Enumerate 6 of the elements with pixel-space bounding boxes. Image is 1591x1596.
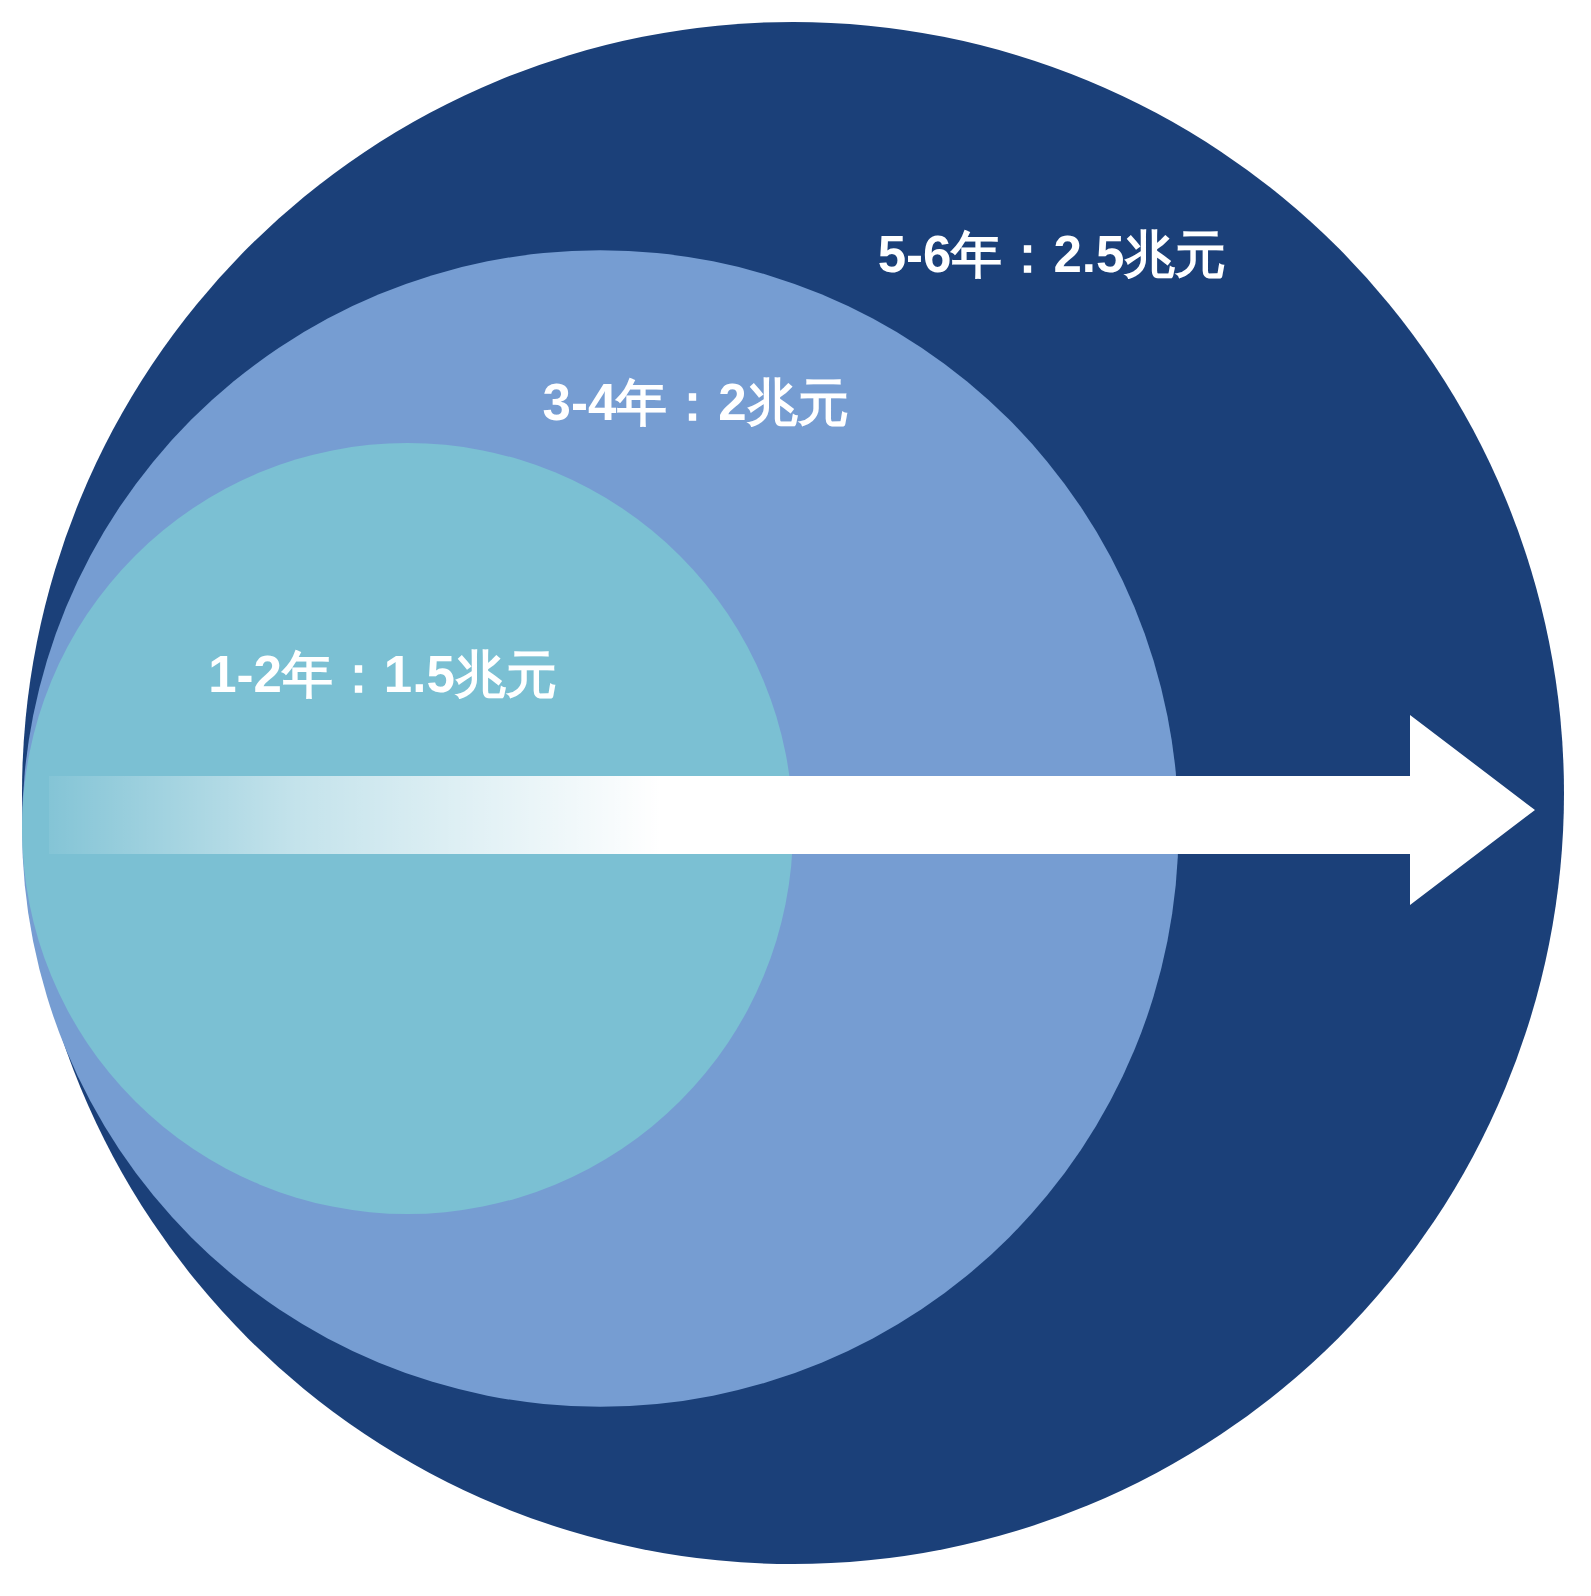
data-label: ：2.5兆元 — [1002, 225, 1227, 283]
data-label: ：2兆元 — [667, 374, 849, 432]
category-label: 1-2年 — [208, 645, 333, 703]
category-label: 5-6年 — [877, 225, 1003, 283]
category-label: 3-4年 — [542, 374, 668, 432]
data-label: ：1.5兆元 — [332, 645, 557, 703]
